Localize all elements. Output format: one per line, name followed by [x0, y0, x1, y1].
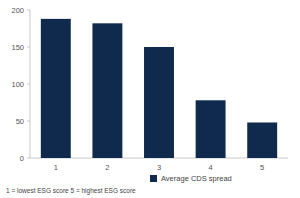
y-tick: [27, 84, 30, 85]
legend-swatch: [150, 175, 157, 182]
chart-container: 0 50 100 150 200 1 2 3 4 5 Average CDS spread 1 = l…: [0, 0, 300, 198]
x-tick-label: 2: [105, 163, 109, 172]
bars: [41, 19, 277, 158]
y-tick-label: 100: [11, 80, 24, 89]
y-tick-label: 200: [11, 6, 24, 15]
bar: [92, 23, 122, 158]
x-tick-label: 1: [54, 163, 58, 172]
y-tick: [27, 47, 30, 48]
bar: [144, 47, 174, 158]
x-tick-label: 3: [157, 163, 161, 172]
y-tick-label: 0: [20, 154, 24, 163]
x-tick-label: 4: [209, 163, 213, 172]
bar: [196, 100, 226, 158]
x-tick-label: 5: [260, 163, 264, 172]
y-tick: [27, 158, 30, 159]
y-tick: [27, 10, 30, 11]
y-tick-label: 150: [11, 43, 24, 52]
bar: [41, 19, 71, 158]
bar: [247, 122, 277, 158]
chart: 0 50 100 150 200 1 2 3 4 5 Average CDS spread 1 = l…: [0, 0, 300, 198]
annotation: 1 = lowest ESG score 5 = highest ESG sco…: [6, 187, 136, 195]
y-tick-label: 50: [16, 117, 24, 126]
y-tick: [27, 121, 30, 122]
legend-label: Average CDS spread: [161, 174, 232, 183]
